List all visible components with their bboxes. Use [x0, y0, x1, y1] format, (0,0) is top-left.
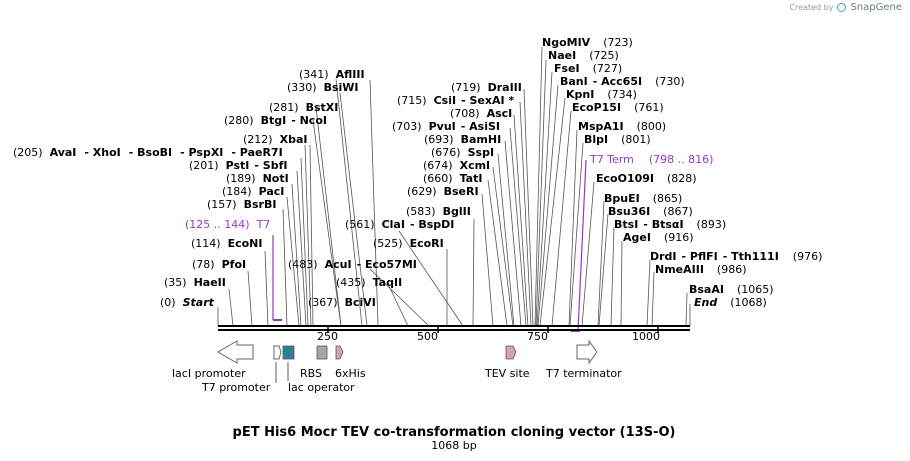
lac-operator-box [282, 345, 295, 360]
enzyme-asci: (708) AscI [450, 107, 512, 120]
sequence-backbone: 250 500 750 1000 [218, 325, 690, 343]
tev-site-arrow [505, 345, 517, 360]
enzyme-avai: (205) AvaI - XhoI - BsoBI - PspXI - PaeR7I [13, 146, 283, 159]
enzyme-taqii: (435) TaqII [336, 276, 402, 289]
feature-lac-operator-label: lac operator [288, 381, 355, 394]
enzyme-paci: (184) PacI [222, 185, 284, 198]
credit-text: Created by [789, 3, 834, 12]
snapgene-credit: Created by SnapGene [789, 2, 902, 13]
enzyme-nmeaiii: NmeAIII (986) [655, 263, 747, 276]
enzyme-pfoi: (78) PfoI [192, 258, 246, 271]
enzyme-pvui: (703) PvuI - AsiSI [392, 120, 500, 133]
rbs-box [316, 345, 328, 360]
enzyme-bsaai: BsaAI (1065) [689, 283, 774, 296]
enzyme-drdi: DrdI - PflFI - Tth111I (976) [650, 250, 822, 263]
enzyme-haeii: (35) HaeII [164, 276, 226, 289]
credit-brand: SnapGene [850, 2, 902, 13]
enzyme-blpi: BlpI (801) [584, 133, 651, 146]
enzyme-ecoo109i: EcoO109I (828) [596, 172, 697, 185]
enzyme-end: End (1068) [694, 296, 767, 309]
laci-promoter-arrow [217, 340, 254, 364]
enzyme-btgi: (280) BtgI - NcoI [224, 114, 327, 127]
enzyme-bamhi: (693) BamHI [424, 133, 501, 146]
feature-rbs-label: RBS [300, 367, 322, 380]
enzyme-ecop15i: EcoP15I (761) [572, 101, 664, 114]
enzyme-xbai: (212) XbaI [243, 133, 307, 146]
enzyme-acui: (483) AcuI - Eco57MI [288, 258, 417, 271]
enzyme-noti: (189) NotI [226, 172, 289, 185]
enzyme-tati: (660) TatI [423, 172, 482, 185]
enzyme-bstxi: (281) BstXI [269, 101, 338, 114]
ruler-tick-500: 500 [417, 330, 438, 343]
enzyme-fsei: FseI (727) [554, 62, 622, 75]
enzyme-bglii: (583) BglII [406, 205, 471, 218]
enzyme-bsu36i: Bsu36I (867) [608, 205, 693, 218]
enzyme-bpuei: BpuEI (865) [604, 192, 682, 205]
enzyme-psti: (201) PstI - SbfI [189, 159, 287, 172]
feature-laci-promoter-label: lacI promoter [172, 367, 246, 380]
enzyme-sspi: (676) SspI [431, 146, 494, 159]
enzyme-draiii: (719) DraIII [451, 81, 522, 94]
snapgene-logo-icon [837, 3, 847, 12]
enzyme-labels-right: NgoMIV (723) NaeI (725) FseI (727) BanI - Ac… [542, 36, 822, 309]
enzyme-agei: AgeI (916) [623, 231, 694, 244]
primer-t7-label: (125 .. 144) T7 [185, 218, 270, 231]
enzyme-clai: (561) ClaI - BspDI [345, 218, 454, 231]
ruler-tick-750: 750 [527, 330, 548, 343]
feature-t7-promoter-label: T7 promoter [201, 381, 271, 394]
primer-t7 [272, 235, 282, 321]
enzyme-mspa1i: MspA1I (800) [578, 120, 666, 133]
enzyme-naei: NaeI (725) [548, 49, 619, 62]
enzyme-bani: BanI - Acc65I (730) [560, 75, 685, 88]
enzyme-afliii: (341) AflIII [299, 68, 365, 81]
enzyme-bseri: (629) BseRI [407, 185, 479, 198]
t7-terminator-arrow [576, 339, 598, 365]
primer-t7-term-label: T7 Term (798 .. 816) [589, 153, 713, 166]
feature-tev-site-label: TEV site [484, 367, 530, 380]
enzyme-ecori: (525) EcoRI [373, 237, 444, 250]
feature-t7-terminator-label: T7 terminator [545, 367, 622, 380]
ruler-tick-250: 250 [317, 330, 338, 343]
t7-promoter-arrow [273, 345, 282, 360]
enzyme-csii: (715) CsiI - SexAI * [397, 94, 514, 107]
enzyme-econi: (114) EcoNI [191, 237, 262, 250]
enzyme-bcivi: (367) BciVI [308, 296, 376, 309]
enzyme-kpni: KpnI (734) [566, 88, 637, 101]
enzyme-btsi: BtsI - BtsαI (893) [614, 218, 726, 231]
enzyme-xcmi: (674) XcmI [423, 159, 490, 172]
his6-arrow [335, 345, 344, 360]
map-title: pET His6 Mocr TEV co-transformation clon… [233, 425, 676, 440]
enzyme-ngomiv: NgoMIV (723) [542, 36, 633, 49]
enzyme-start: (0) Start [160, 296, 215, 309]
enzyme-leader-lines [217, 46, 691, 327]
enzyme-bsrbi: (157) BsrBI [207, 198, 276, 211]
enzyme-labels-left: (0) Start (35) HaeII (78) PfoI (114) EcoNI (… [13, 68, 522, 309]
feature-his6-label: 6xHis [335, 367, 366, 380]
enzyme-bsiwi: (330) BsiWI [287, 81, 359, 94]
map-length: 1068 bp [431, 439, 476, 452]
ruler-tick-1000: 1000 [632, 330, 660, 343]
feature-track: lacI promoter T7 promoter RBS lac operat… [172, 339, 622, 394]
